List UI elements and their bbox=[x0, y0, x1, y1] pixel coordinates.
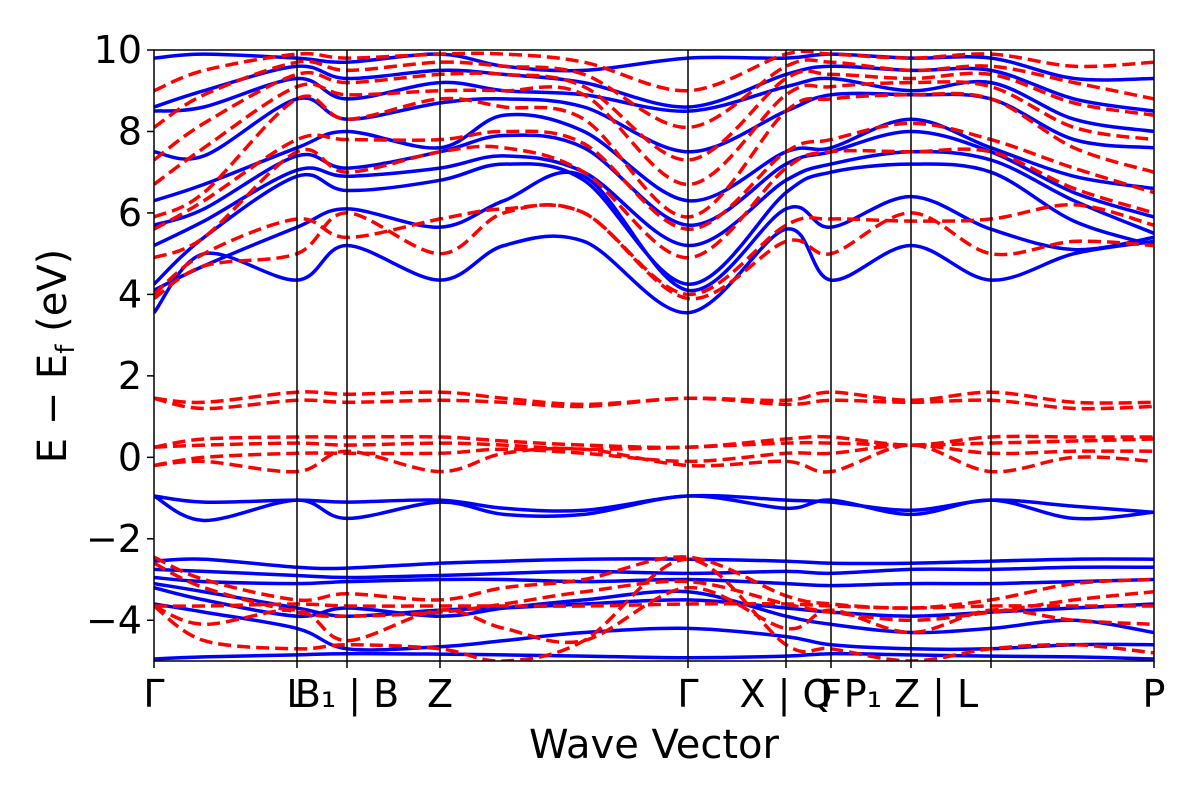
high-symmetry-lines bbox=[296, 50, 992, 661]
y-axis-title: E − Ef (eV) bbox=[30, 249, 81, 464]
band-line-solid-8 bbox=[154, 493, 1154, 515]
y-tick-label: 10 bbox=[94, 28, 142, 72]
band-line-dashed-35 bbox=[154, 80, 1154, 187]
band-line-solid-11 bbox=[154, 162, 1154, 286]
band-line-dashed-27 bbox=[154, 434, 1154, 450]
x-tick-label: P bbox=[1143, 672, 1166, 716]
band-line-dashed-33 bbox=[154, 121, 1154, 231]
band-line-dashed-24 bbox=[154, 443, 1154, 474]
band-line-dashed-38 bbox=[154, 50, 1154, 93]
x-tick-label: B₁ | B bbox=[295, 672, 399, 717]
y-axis-ticks: −4 −2 0 2 4 6 8 10 bbox=[86, 28, 154, 642]
y-axis-title-main: E − E bbox=[30, 354, 76, 464]
x-tick-label: Z bbox=[427, 672, 453, 716]
band-line-dashed-31 bbox=[154, 203, 1154, 297]
band-line-dashed-19 bbox=[154, 555, 1154, 610]
y-tick-label: 6 bbox=[118, 191, 142, 235]
x-tick-label: Γ bbox=[143, 672, 164, 716]
band-line-dashed-34 bbox=[154, 91, 1154, 219]
x-axis-title: Wave Vector bbox=[529, 722, 780, 768]
plot-frame bbox=[153, 49, 1155, 662]
band-line-solid-14 bbox=[154, 112, 1154, 203]
x-axis-ticks: Γ LB₁ | B Z Γ X | QF P₁ Z | L P bbox=[143, 661, 1165, 717]
band-line-dashed-36 bbox=[154, 69, 1154, 162]
plot-area bbox=[153, 49, 1155, 662]
band-line-dashed-25 bbox=[154, 443, 1154, 468]
band-lines bbox=[154, 50, 1154, 661]
band-line-dashed-32 bbox=[154, 144, 1154, 260]
band-line-solid-0 bbox=[154, 651, 1154, 661]
band-line-dashed-37 bbox=[154, 58, 1154, 130]
band-line-solid-3 bbox=[154, 581, 1154, 618]
y-tick-label: −2 bbox=[86, 517, 142, 561]
band-line-solid-12 bbox=[154, 149, 1154, 248]
y-tick-label: −4 bbox=[86, 598, 142, 642]
band-line-dashed-29 bbox=[154, 390, 1154, 407]
band-line-solid-4 bbox=[154, 575, 1154, 588]
band-line-dashed-22 bbox=[154, 557, 1154, 661]
band-line-solid-6 bbox=[154, 557, 1154, 571]
y-axis-title-sub: f bbox=[51, 344, 81, 354]
band-line-dashed-20 bbox=[154, 601, 1154, 610]
band-line-solid-16 bbox=[154, 76, 1154, 134]
x-tick-label: L bbox=[286, 672, 307, 716]
x-tick-label: F bbox=[820, 672, 842, 716]
y-tick-label: 4 bbox=[118, 272, 142, 316]
band-line-solid-9 bbox=[154, 227, 1154, 315]
y-tick-label: 0 bbox=[118, 435, 142, 479]
band-line-solid-18 bbox=[154, 52, 1154, 82]
x-tick-label: X | Q bbox=[740, 672, 833, 717]
band-line-solid-5 bbox=[154, 565, 1154, 580]
y-axis-title-unit: (eV) bbox=[30, 249, 76, 345]
x-tick-label: Γ bbox=[677, 672, 698, 716]
x-tick-label: P₁ Z | L bbox=[844, 672, 978, 717]
y-tick-label: 8 bbox=[118, 109, 142, 153]
band-line-dashed-23 bbox=[154, 561, 1154, 623]
y-tick-label: 2 bbox=[118, 354, 142, 398]
